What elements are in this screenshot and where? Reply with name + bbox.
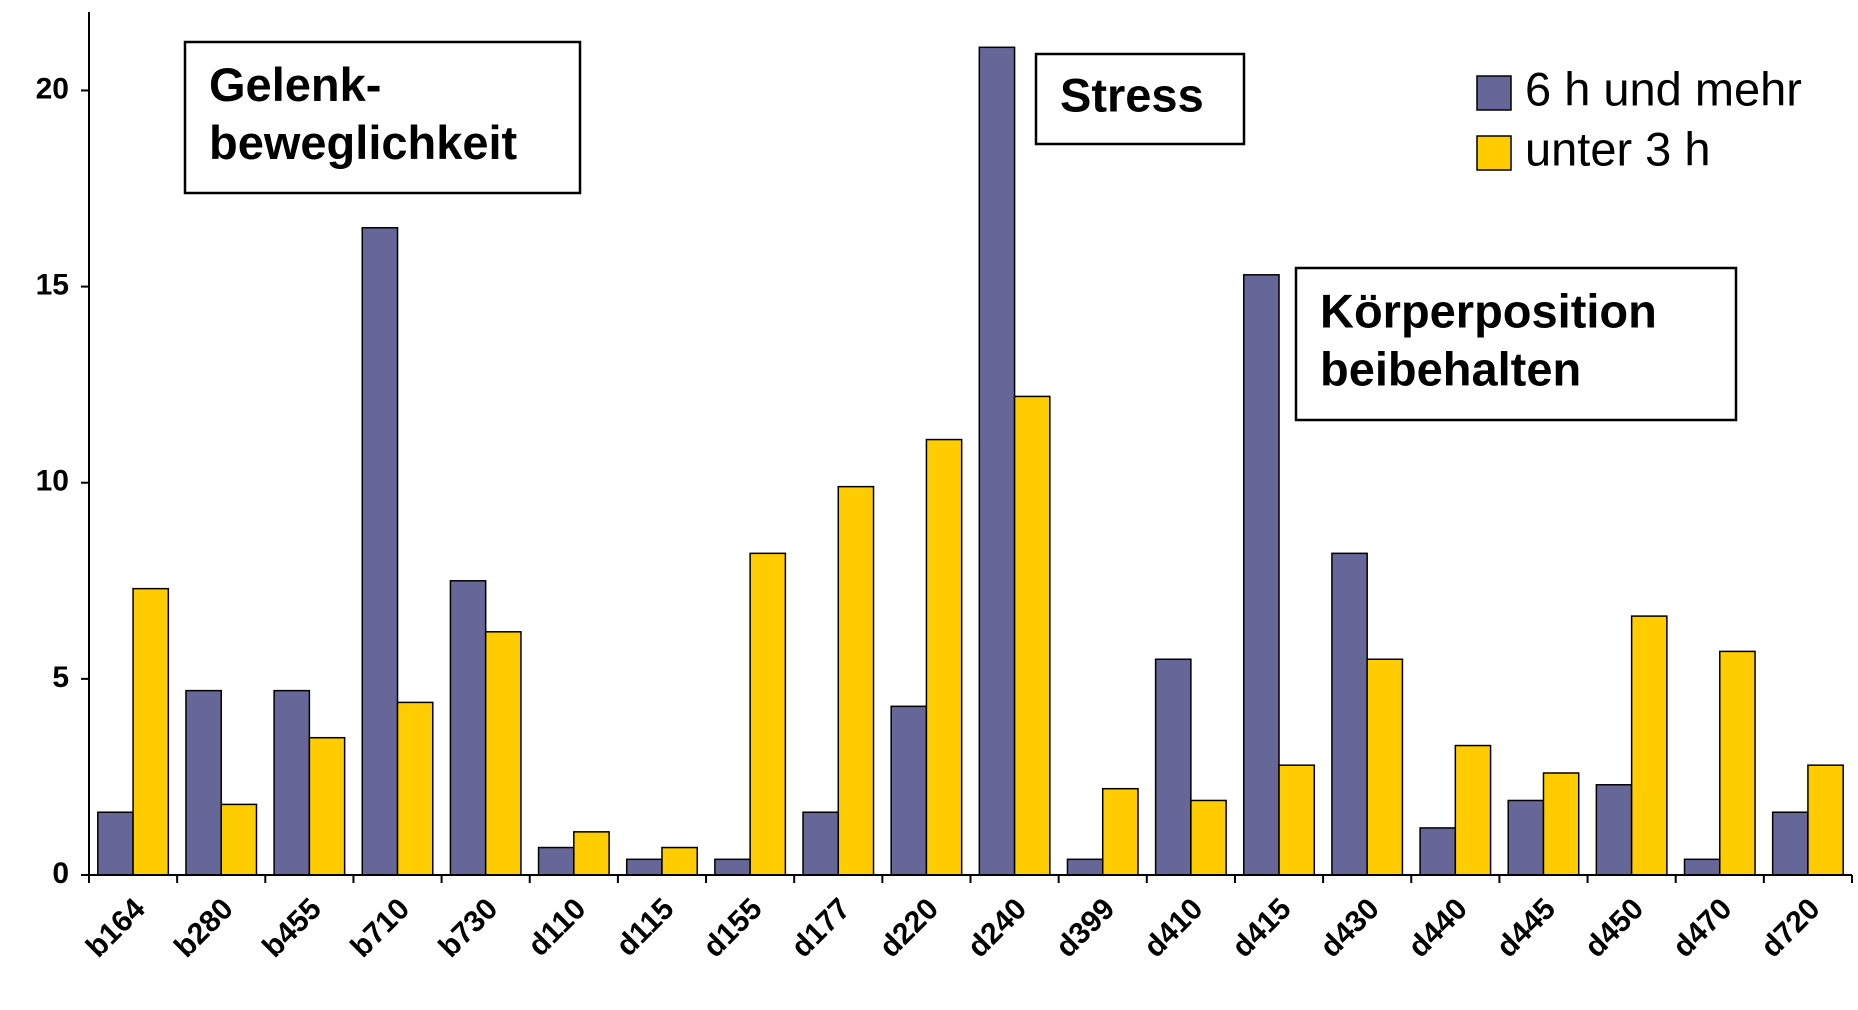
- bar: [749, 552, 787, 876]
- bar: [273, 689, 311, 876]
- x-tick-label: b280: [168, 892, 240, 964]
- x-tick-label: d240: [961, 892, 1033, 964]
- bar: [661, 846, 698, 876]
- y-tick-label: 10: [36, 465, 69, 498]
- bar: [837, 485, 875, 876]
- y-tick-label: 5: [52, 661, 69, 694]
- y-tick-label: 20: [36, 72, 69, 105]
- bar: [978, 46, 1016, 876]
- y-tick-label: 15: [36, 269, 69, 302]
- bar: [1066, 858, 1104, 876]
- bar: [1331, 552, 1368, 876]
- bar: [220, 803, 258, 876]
- legend-swatch: [1476, 135, 1512, 171]
- x-tick-label: d155: [697, 892, 769, 964]
- bar: [1719, 650, 1756, 876]
- bar: [1243, 274, 1280, 876]
- bar: [1154, 658, 1192, 876]
- legend-label: 6 h und mehr: [1525, 62, 1802, 115]
- bar: [1101, 787, 1139, 876]
- legend-label: unter 3 h: [1525, 122, 1711, 175]
- annotation-box: [1034, 52, 1246, 146]
- x-tick-label: b455: [256, 892, 328, 964]
- bar: [185, 689, 222, 876]
- bar: [1630, 615, 1668, 876]
- bar: [1542, 772, 1580, 876]
- x-tick-label: d110: [522, 892, 593, 963]
- bar: [573, 831, 610, 876]
- x-tick-label: d445: [1490, 892, 1562, 964]
- bar: [449, 580, 487, 876]
- bar: [890, 705, 928, 876]
- bar: [484, 631, 522, 876]
- legend-swatch: [1476, 75, 1512, 111]
- bar: [132, 587, 170, 876]
- x-tick-label: d450: [1578, 892, 1650, 964]
- x-tick-label: b730: [433, 892, 505, 964]
- x-tick-label: d115: [610, 892, 681, 963]
- bar: [1454, 744, 1492, 876]
- x-tick-label: b164: [80, 892, 152, 964]
- bar: [1278, 764, 1316, 876]
- x-tick-label: d440: [1402, 892, 1474, 964]
- bar: [1013, 395, 1051, 876]
- y-tick-label: 0: [52, 857, 69, 890]
- bar: [361, 227, 399, 876]
- x-tick-label: d430: [1314, 892, 1386, 964]
- x-tick-label: d399: [1050, 892, 1122, 964]
- x-tick-label: b710: [344, 892, 416, 964]
- annotation-text: beweglichkeit: [209, 116, 518, 169]
- annotation-text: Stress: [1060, 68, 1204, 121]
- bar: [1366, 658, 1404, 876]
- x-tick-label: d220: [873, 892, 945, 964]
- annotation-text: Körperposition: [1320, 284, 1657, 337]
- annotation-box: [183, 40, 582, 195]
- bar: [1419, 827, 1457, 876]
- x-tick-label: d177: [785, 892, 857, 964]
- bar: [396, 701, 434, 876]
- bar: [925, 438, 963, 876]
- x-tick-label: d415: [1226, 892, 1298, 964]
- x-tick-label: d410: [1138, 892, 1210, 964]
- bar: [1507, 799, 1545, 876]
- bar: [1595, 784, 1633, 876]
- bar: [1771, 811, 1809, 876]
- annotation-text: beibehalten: [1320, 342, 1581, 395]
- bar: [537, 846, 575, 876]
- annotation-box: [1294, 266, 1738, 422]
- bar: [625, 858, 663, 876]
- bar: [308, 736, 346, 876]
- bar: [714, 858, 751, 876]
- x-tick-label: d720: [1755, 892, 1827, 964]
- annotation-text: Gelenk-: [209, 58, 381, 111]
- x-tick-label: d470: [1667, 892, 1739, 964]
- bar: [1807, 764, 1844, 876]
- bar: [1683, 858, 1721, 876]
- bar: [97, 811, 134, 876]
- bar: [802, 811, 840, 876]
- bar: [1190, 799, 1227, 876]
